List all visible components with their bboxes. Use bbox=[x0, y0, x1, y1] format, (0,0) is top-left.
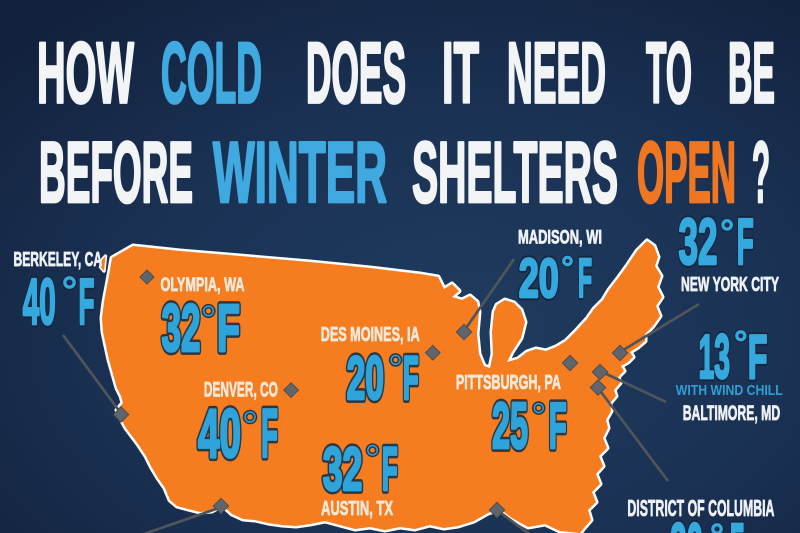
svg-text:F: F bbox=[403, 344, 419, 412]
svg-text:DENVER, CO: DENVER, CO bbox=[204, 379, 278, 402]
svg-text:32: 32 bbox=[162, 291, 201, 366]
svg-text:F: F bbox=[578, 247, 592, 309]
svg-text:F: F bbox=[261, 395, 278, 472]
svg-text:F: F bbox=[730, 510, 744, 533]
svg-text:TO: TO bbox=[646, 26, 692, 122]
svg-text:F: F bbox=[217, 291, 240, 366]
svg-text:F: F bbox=[549, 389, 567, 462]
svg-text:PITTSBURGH, PA: PITTSBURGH, PA bbox=[456, 372, 561, 394]
svg-text:40: 40 bbox=[198, 395, 241, 472]
svg-text:40: 40 bbox=[23, 265, 56, 338]
svg-text:F: F bbox=[382, 435, 398, 503]
svg-text:NEW YORK CITY: NEW YORK CITY bbox=[681, 274, 779, 296]
svg-text:WITH WIND CHILL: WITH WIND CHILL bbox=[676, 383, 783, 399]
svg-text:COLD: COLD bbox=[161, 26, 262, 122]
svg-text:32: 32 bbox=[162, 291, 201, 366]
svg-text:F: F bbox=[737, 205, 754, 278]
svg-text:NEED: NEED bbox=[507, 26, 606, 122]
svg-text:WINTER: WINTER bbox=[213, 125, 387, 221]
svg-text:32: 32 bbox=[323, 435, 363, 503]
svg-text:F: F bbox=[217, 291, 240, 366]
svg-text:DOES: DOES bbox=[306, 26, 406, 122]
svg-text:F: F bbox=[79, 265, 95, 338]
svg-text:OPEN: OPEN bbox=[637, 125, 736, 221]
svg-text:?: ? bbox=[752, 125, 770, 221]
svg-text:F: F bbox=[79, 265, 95, 338]
svg-text:32: 32 bbox=[679, 205, 718, 278]
svg-text:HOW: HOW bbox=[37, 26, 134, 122]
svg-text:MADISON, WI: MADISON, WI bbox=[518, 228, 602, 249]
svg-text:AUSTIN, TX: AUSTIN, TX bbox=[321, 497, 393, 520]
svg-text:BEFORE: BEFORE bbox=[39, 125, 193, 221]
svg-text:DISTRICT OF COLUMBIA: DISTRICT OF COLUMBIA bbox=[627, 495, 774, 521]
svg-text:20: 20 bbox=[670, 510, 703, 533]
svg-text:BALTIMORE, MD: BALTIMORE, MD bbox=[683, 401, 781, 425]
svg-text:F: F bbox=[737, 205, 754, 278]
svg-text:F: F bbox=[549, 389, 567, 462]
svg-text:13: 13 bbox=[699, 323, 731, 392]
svg-text:F: F bbox=[748, 323, 768, 392]
svg-text:32: 32 bbox=[323, 435, 363, 503]
svg-text:20: 20 bbox=[519, 247, 559, 309]
svg-text:BERKELEY, CA: BERKELEY, CA bbox=[14, 249, 103, 271]
svg-text:13: 13 bbox=[699, 323, 731, 392]
svg-text:F: F bbox=[261, 395, 278, 472]
svg-text:F: F bbox=[748, 323, 768, 392]
svg-text:20: 20 bbox=[347, 344, 384, 412]
svg-text:25: 25 bbox=[492, 389, 528, 462]
svg-text:DES MOINES, IA: DES MOINES, IA bbox=[321, 324, 420, 346]
svg-text:F: F bbox=[403, 344, 419, 412]
svg-text:25: 25 bbox=[492, 389, 528, 462]
svg-text:SHELTERS: SHELTERS bbox=[412, 125, 618, 221]
svg-text:F: F bbox=[382, 435, 398, 503]
svg-text:40: 40 bbox=[23, 265, 56, 338]
svg-text:F: F bbox=[578, 247, 592, 309]
svg-text:OLYMPIA, WA: OLYMPIA, WA bbox=[161, 275, 245, 296]
svg-text:20: 20 bbox=[670, 510, 703, 533]
svg-text:40: 40 bbox=[198, 395, 241, 472]
svg-text:F: F bbox=[730, 510, 744, 533]
svg-text:IT: IT bbox=[442, 26, 479, 122]
svg-text:20: 20 bbox=[519, 247, 559, 309]
svg-text:32: 32 bbox=[679, 205, 718, 278]
svg-text:20: 20 bbox=[347, 344, 384, 412]
svg-text:BE: BE bbox=[728, 26, 775, 122]
